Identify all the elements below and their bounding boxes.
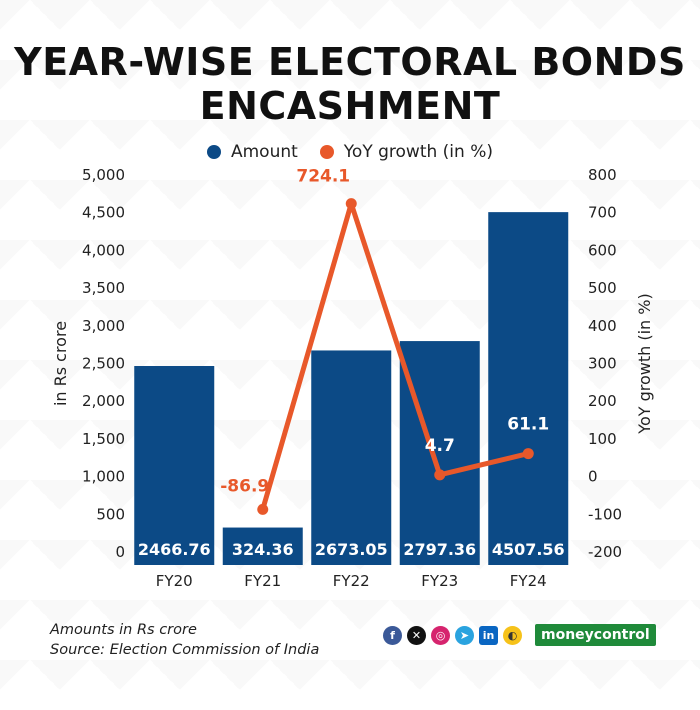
legend-label-growth: YoY growth (in %): [343, 142, 493, 162]
legend-item-amount: Amount: [206, 142, 298, 162]
title-line-1: YEAR-WISE ELECTORAL BONDS: [14, 40, 686, 84]
footer-note: Amounts in Rs crore: [50, 622, 197, 638]
growth-line: [260, 201, 531, 512]
y-tick-label: 3,000: [82, 317, 125, 335]
footer-source: Source: Election Commission of India: [50, 642, 320, 658]
y-tick-label: 500: [96, 505, 125, 523]
y-tick-label: 3,500: [82, 279, 125, 297]
y-tick-label: 2,000: [82, 392, 125, 410]
y2-tick-label: 600: [588, 241, 617, 259]
social-bar: f ✕ ◎ ➤ in ◐ moneycontrol: [383, 624, 656, 646]
legend: Amount YoY growth (in %): [0, 142, 700, 162]
x-tick-label: FY20: [156, 572, 193, 590]
legend-label-amount: Amount: [230, 142, 298, 162]
bar-value-label: 324.36: [232, 540, 294, 559]
y2-tick-label: 200: [588, 392, 617, 410]
y2-tick-label: 0: [588, 468, 598, 486]
y-tick-label: 4,500: [82, 204, 125, 222]
legend-dot-growth: [319, 145, 334, 159]
growth-value-label: 724.1: [296, 167, 350, 187]
growth-point: [257, 503, 269, 515]
y-tick-label: 2,500: [82, 355, 125, 373]
y-tick-label: 4,000: [82, 241, 125, 259]
x-tick-label: FY24: [510, 572, 547, 590]
y2-tick-label: -100: [588, 505, 622, 523]
growth-value-label: -86.9: [220, 476, 269, 496]
growth-point: [345, 198, 357, 210]
y2-tick-label: 400: [588, 317, 617, 335]
koo-icon[interactable]: ◐: [503, 625, 522, 645]
facebook-icon[interactable]: f: [383, 625, 402, 645]
instagram-icon[interactable]: ◎: [431, 625, 450, 645]
x-tick-label: FY22: [333, 572, 370, 590]
y2-tick-label: -200: [588, 543, 622, 561]
y-axis-label: in Rs crore: [51, 321, 70, 406]
y2-tick-label: 500: [588, 279, 617, 297]
y2-axis-label: YoY growth (in %): [635, 293, 654, 434]
legend-item-growth: YoY growth (in %): [319, 142, 493, 162]
y2-tick-label: 700: [588, 204, 617, 222]
y2-tick-label: 100: [588, 430, 617, 448]
bar-value-label: 2673.05: [315, 540, 388, 559]
bar-value-label: 2466.76: [138, 540, 211, 559]
linkedin-icon[interactable]: in: [479, 625, 498, 645]
y2-tick-label: 300: [588, 355, 617, 373]
growth-point: [434, 469, 446, 481]
telegram-icon[interactable]: ➤: [455, 625, 474, 645]
bar-fy22: [311, 350, 392, 565]
title-line-2: ENCASHMENT: [199, 84, 501, 128]
y-tick-label: 5,000: [82, 166, 125, 184]
bar-fy21: [222, 527, 303, 565]
growth-value-label: 61.1: [507, 415, 549, 435]
brand-logo: moneycontrol: [535, 624, 656, 646]
y-tick-label: 0: [115, 543, 125, 561]
y-tick-label: 1,500: [82, 430, 125, 448]
footer: Amounts in Rs crore Source: Election Com…: [50, 620, 319, 660]
bar-fy23: [399, 341, 480, 565]
chart-title: YEAR-WISE ELECTORAL BONDS ENCASHMENT: [0, 40, 700, 128]
growth-point: [522, 448, 534, 460]
y-tick-label: 1,000: [82, 468, 125, 486]
x-tick-label: FY21: [244, 572, 281, 590]
bar-fy24: [488, 212, 569, 565]
bar-value-label: 2797.36: [403, 540, 476, 559]
y2-tick-label: 800: [588, 166, 617, 184]
bar-fy20: [134, 366, 215, 565]
growth-value-label: 4.7: [425, 436, 455, 456]
x-tick-label: FY23: [421, 572, 458, 590]
legend-dot-amount: [206, 145, 221, 159]
bar-value-label: 4507.56: [492, 540, 565, 559]
x-icon[interactable]: ✕: [407, 625, 426, 645]
